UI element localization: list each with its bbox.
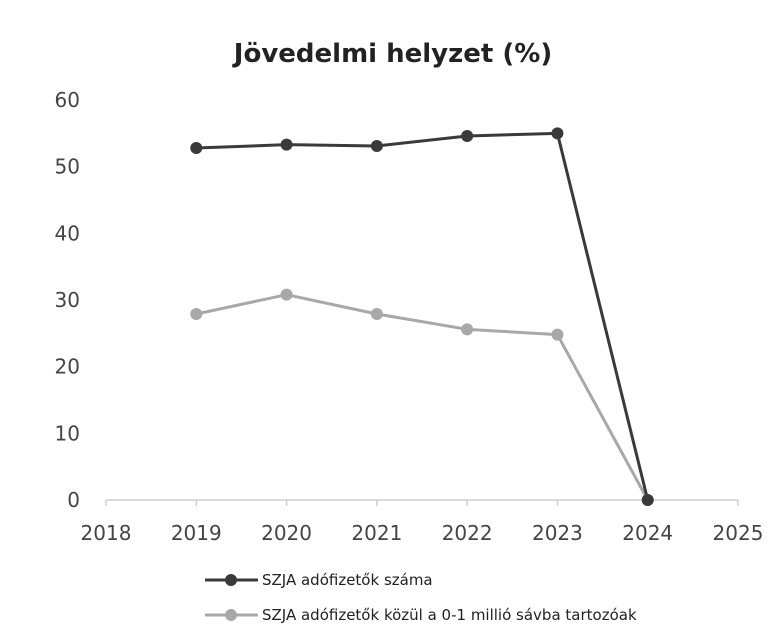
x-tick-label: 2023 [532,521,583,545]
series-layer [190,127,654,506]
legend-swatch-marker [225,574,237,586]
series-2-point [190,308,203,320]
series-1-point [641,494,654,506]
x-tick-label: 2022 [442,521,493,545]
x-tick-label: 2020 [261,521,312,545]
legend: SZJA adófizetők száma SZJA adófizetők köz… [205,571,637,624]
axes: 2018 2019 2020 2021 2022 2023 2024 2025 0 10 20 30 4… [55,88,764,545]
x-tick-label: 2025 [713,521,764,545]
y-tick-label: 20 [55,355,80,379]
y-tick-label: 40 [55,221,80,245]
series-2-point [280,288,293,301]
y-tick-label: 10 [55,421,80,445]
x-tick-label: 2021 [351,521,402,545]
series-1-point [280,138,293,151]
series-line-2 [195,293,650,501]
x-tick-label: 2018 [81,521,132,545]
y-tick-label: 50 [55,155,80,179]
series-1-point [551,127,564,140]
legend-swatch-marker [225,609,237,621]
series-2-point [370,308,383,320]
legend-label: SZJA adófizetők közül a 0-1 millió sávba… [262,606,637,624]
x-tick-label: 2019 [171,521,222,545]
x-tick-label: 2024 [622,521,673,545]
series-1-point [370,140,383,152]
legend-label: SZJA adófizetők száma [262,571,433,589]
series-1-point [461,130,474,142]
series-line-1 [196,131,650,501]
series-2-point [461,323,474,336]
y-tick-label: 30 [55,288,80,312]
series-2-point [551,328,564,341]
y-tick-label: 0 [67,488,80,512]
series-1-point [190,142,203,154]
y-tick-label: 60 [55,88,80,112]
chart-title: Jövedelmi helyzet (%) [232,39,552,69]
